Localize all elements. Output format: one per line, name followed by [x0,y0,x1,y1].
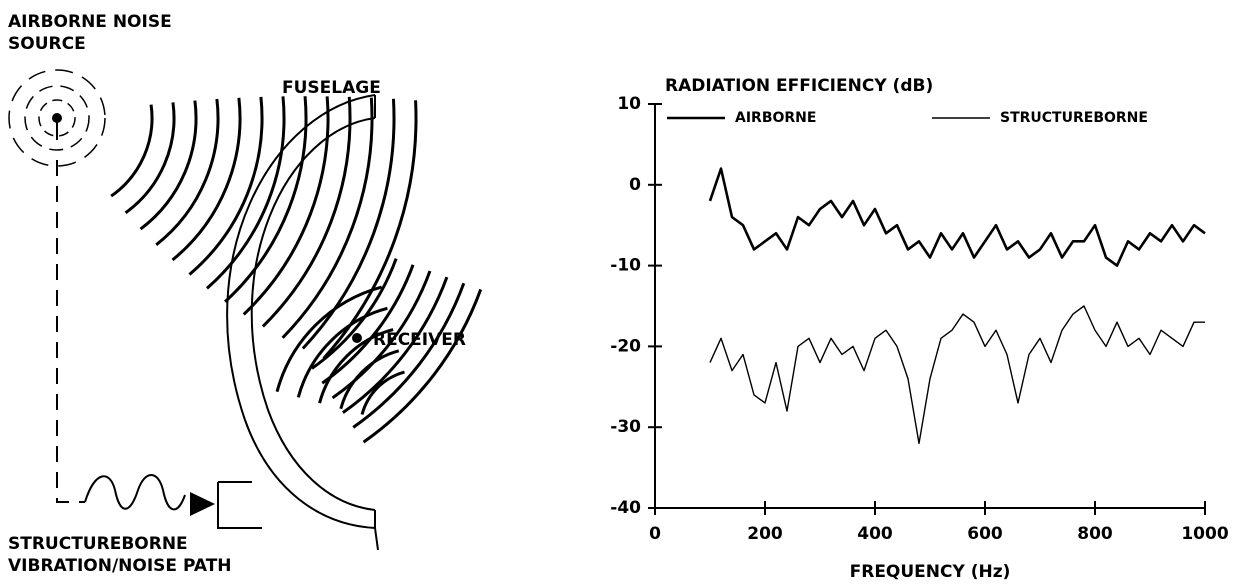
wave-arc [244,96,328,314]
series-line [710,169,1205,266]
chart: RADIATION EFFICIENCY (dB) FREQUENCY (Hz)… [610,76,1229,582]
wave-arc [364,289,481,442]
y-tick-label: 0 [629,175,641,195]
legend-label: AIRBORNE [735,110,816,126]
chart-title: RADIATION EFFICIENCY (dB) [665,76,933,96]
receiver-dot [352,333,362,343]
wave-arc [324,100,416,358]
attachment [218,482,262,528]
figure: AIRBORNE NOISE SOURCE FUSELAGE RECEIVER … [0,0,1245,584]
series-line [710,306,1205,443]
y-tick-label: -10 [610,256,641,276]
diagram-shapes [9,70,481,550]
wave-arc [111,105,152,196]
y-tick-label: -40 [610,498,641,518]
dashed-path [57,160,85,502]
x-tick-label: 600 [967,524,1003,544]
x-tick-label: 800 [1077,524,1113,544]
wave-arc [126,102,174,212]
wave-arc [225,96,306,302]
source-label: AIRBORNE NOISE [8,12,172,32]
wave-arc [298,308,387,397]
fuselage-label: FUSELAGE [282,78,381,98]
x-tick-label: 0 [649,524,661,544]
y-tick-label: -20 [610,336,641,356]
diagram: AIRBORNE NOISE SOURCE FUSELAGE RECEIVER … [8,12,481,576]
x-tick-label: 400 [857,524,893,544]
vibration-wave [85,475,185,509]
path-label: STRUCTUREBORNE [8,534,188,554]
arrow-head [190,492,215,516]
x-axis-label: FREQUENCY (Hz) [850,562,1011,582]
fuselage-ends [375,95,378,550]
y-tick-label: -30 [610,417,641,437]
x-tick-label: 1000 [1181,524,1228,544]
source-label: SOURCE [8,34,86,54]
path-label: VIBRATION/NOISE PATH [8,556,232,576]
legend-label: STRUCTUREBORNE [1000,110,1148,126]
y-tick-label: 10 [617,94,641,114]
x-tick-label: 200 [747,524,783,544]
